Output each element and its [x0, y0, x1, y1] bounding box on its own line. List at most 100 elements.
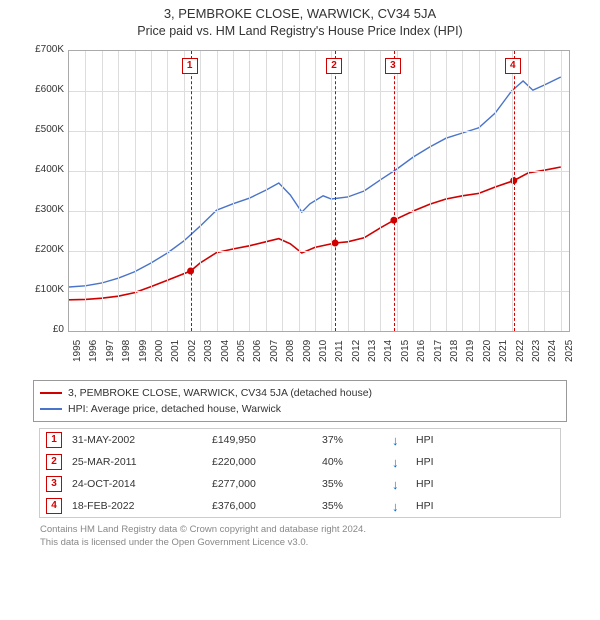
x-axis-label: 2011 — [334, 340, 345, 362]
event-price: £149,950 — [212, 434, 312, 446]
title-sub: Price paid vs. HM Land Registry's House … — [0, 24, 600, 38]
event-vline — [191, 51, 192, 331]
event-vline — [514, 51, 515, 331]
events-row: 418-FEB-2022£376,00035%↓HPI — [40, 495, 560, 517]
event-num-box: 3 — [46, 476, 62, 492]
gridline-v — [249, 51, 250, 331]
gridline-v — [299, 51, 300, 331]
events-row: 2 25-MAR-2011 £220,000 40% ↓ HPI — [40, 451, 560, 473]
title-main: 3, PEMBROKE CLOSE, WARWICK, CV34 5JA — [0, 6, 600, 21]
event-date: 25-MAR-2011 — [72, 456, 202, 468]
gridline-v — [364, 51, 365, 331]
chart-container: 3, PEMBROKE CLOSE, WARWICK, CV34 5JA Pri… — [0, 0, 600, 550]
event-pct: 35% — [322, 478, 382, 490]
y-axis-label: £500K — [20, 124, 64, 135]
legend-label-hpi: HPI: Average price, detached house, Warw… — [68, 401, 281, 417]
gridline-v — [315, 51, 316, 331]
event-price: £220,000 — [212, 456, 312, 468]
event-hpi-label: HPI — [416, 500, 446, 512]
event-marker-box: 1 — [182, 58, 198, 74]
gridline-h — [69, 251, 569, 252]
gridline-h — [69, 171, 569, 172]
x-axis-label: 2025 — [564, 340, 575, 362]
legend-swatch-property — [40, 392, 62, 394]
x-axis-label: 2022 — [515, 340, 526, 362]
event-hpi-label: HPI — [416, 456, 446, 468]
gridline-h — [69, 291, 569, 292]
x-axis-label: 2021 — [498, 340, 509, 362]
event-num-box: 2 — [46, 454, 62, 470]
y-axis-label: £300K — [20, 204, 64, 215]
arrow-down-icon: ↓ — [392, 433, 406, 448]
legend-row-property: 3, PEMBROKE CLOSE, WARWICK, CV34 5JA (de… — [40, 385, 560, 401]
gridline-v — [118, 51, 119, 331]
gridline-v — [413, 51, 414, 331]
gridline-v — [151, 51, 152, 331]
event-pct: 37% — [322, 434, 382, 446]
x-axis-label: 2013 — [367, 340, 378, 362]
x-axis-label: 2002 — [187, 340, 198, 362]
event-date: 18-FEB-2022 — [72, 500, 202, 512]
y-axis-label: £0 — [20, 324, 64, 335]
x-axis-label: 2010 — [318, 340, 329, 362]
y-axis-label: £600K — [20, 84, 64, 95]
gridline-v — [512, 51, 513, 331]
x-axis-label: 2008 — [285, 340, 296, 362]
event-marker-box: 4 — [505, 58, 521, 74]
legend-label-property: 3, PEMBROKE CLOSE, WARWICK, CV34 5JA (de… — [68, 385, 372, 401]
x-axis-label: 2012 — [351, 340, 362, 362]
gridline-v — [233, 51, 234, 331]
y-axis-label: £400K — [20, 164, 64, 175]
arrow-down-icon: ↓ — [392, 455, 406, 470]
gridline-v — [528, 51, 529, 331]
gridline-v — [561, 51, 562, 331]
legend-row-hpi: HPI: Average price, detached house, Warw… — [40, 401, 560, 417]
x-axis-label: 2020 — [482, 340, 493, 362]
arrow-down-icon: ↓ — [392, 477, 406, 492]
gridline-v — [462, 51, 463, 331]
arrow-down-icon: ↓ — [392, 499, 406, 514]
gridline-v — [200, 51, 201, 331]
footer-line1: Contains HM Land Registry data © Crown c… — [40, 524, 560, 537]
x-axis-label: 2015 — [400, 340, 411, 362]
x-axis-label: 1998 — [121, 340, 132, 362]
events-row: 3 24-OCT-2014 £277,000 35% ↓ HPI — [40, 473, 560, 495]
event-hpi-label: HPI — [416, 478, 446, 490]
y-axis-label: £100K — [20, 284, 64, 295]
y-axis-label: £700K — [20, 44, 64, 55]
y-axis-label: £200K — [20, 244, 64, 255]
gridline-v — [495, 51, 496, 331]
footer-line2: This data is licensed under the Open Gov… — [40, 537, 560, 550]
title-area: 3, PEMBROKE CLOSE, WARWICK, CV34 5JA Pri… — [0, 0, 600, 40]
gridline-h — [69, 211, 569, 212]
event-price: £277,000 — [212, 478, 312, 490]
gridline-v — [380, 51, 381, 331]
events-table: 131-MAY-2002£149,95037%↓HPI225-MAR-2011£… — [39, 428, 561, 518]
gridline-h — [69, 131, 569, 132]
event-marker-box: 3 — [385, 58, 401, 74]
x-axis-label: 2018 — [449, 340, 460, 362]
event-pct: 35% — [322, 500, 382, 512]
x-axis-label: 1996 — [88, 340, 99, 362]
footer: Contains HM Land Registry data © Crown c… — [40, 524, 560, 550]
x-axis-label: 2023 — [531, 340, 542, 362]
x-axis-label: 2007 — [269, 340, 280, 362]
event-date: 24-OCT-2014 — [72, 478, 202, 490]
x-axis-label: 2000 — [154, 340, 165, 362]
gridline-v — [479, 51, 480, 331]
x-axis-label: 2004 — [220, 340, 231, 362]
gridline-v — [85, 51, 86, 331]
x-axis-label: 2017 — [433, 340, 444, 362]
gridline-v — [331, 51, 332, 331]
chart-wrap: £0 £100K £200K £300K £400K £500K £600K £700K 199… — [20, 46, 580, 376]
event-vline — [394, 51, 395, 331]
x-axis-label: 2016 — [416, 340, 427, 362]
x-axis-label: 2019 — [465, 340, 476, 362]
event-marker-box: 2 — [326, 58, 342, 74]
event-num-box: 4 — [46, 498, 62, 514]
gridline-v — [544, 51, 545, 331]
event-pct: 40% — [322, 456, 382, 468]
x-axis-label: 1999 — [138, 340, 149, 362]
gridline-v — [397, 51, 398, 331]
plot-area — [68, 50, 570, 332]
